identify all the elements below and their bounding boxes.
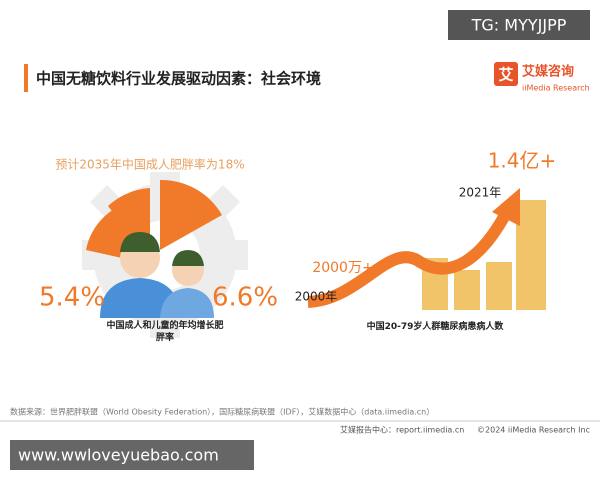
child-rate: 6.6% — [212, 283, 278, 313]
logo-name: 艾媒咨询 — [522, 64, 574, 80]
logo-icon-box — [494, 62, 518, 86]
start-value: 2000万+ — [312, 260, 373, 276]
growth-arrow — [307, 212, 511, 308]
watermark-top: TG: MYYJJPP — [471, 16, 567, 35]
left-caption: 中国成人和儿童的年均增长肥胖率 — [106, 321, 224, 343]
person-adult — [100, 232, 180, 318]
start-year: 2000年 — [295, 290, 338, 304]
watermark-bottom: www.wwloveyuebao.com — [18, 446, 219, 465]
title-accent — [24, 64, 28, 92]
adult-rate: 5.4% — [39, 283, 105, 313]
person-child — [160, 250, 214, 318]
arrow-head — [492, 188, 520, 226]
logo-icon: 艾 — [498, 66, 513, 84]
bars — [422, 200, 546, 310]
end-value: 1.4亿+ — [488, 149, 557, 173]
title: 中国无糖饮料行业发展驱动因素：社会环境 — [36, 70, 321, 88]
watermark-box — [448, 10, 590, 40]
pie-slice — [160, 179, 222, 250]
end-year: 2021年 — [459, 186, 502, 200]
right-caption: 中国20-79岁人群糖尿病患病人数 — [366, 322, 504, 332]
logo-sub: iiMedia Research — [522, 84, 590, 93]
forecast: 预计2035年中国成人肥胖率为18% — [55, 157, 244, 172]
copyright: ©2024 iiMedia Research Inc — [477, 426, 590, 435]
watermark-box — [10, 440, 254, 470]
report-center: 艾媒报告中心：report.iimedia.cn — [340, 425, 464, 435]
source: 数据来源：世界肥胖联盟（World Obesity Federation），国际… — [10, 407, 434, 417]
